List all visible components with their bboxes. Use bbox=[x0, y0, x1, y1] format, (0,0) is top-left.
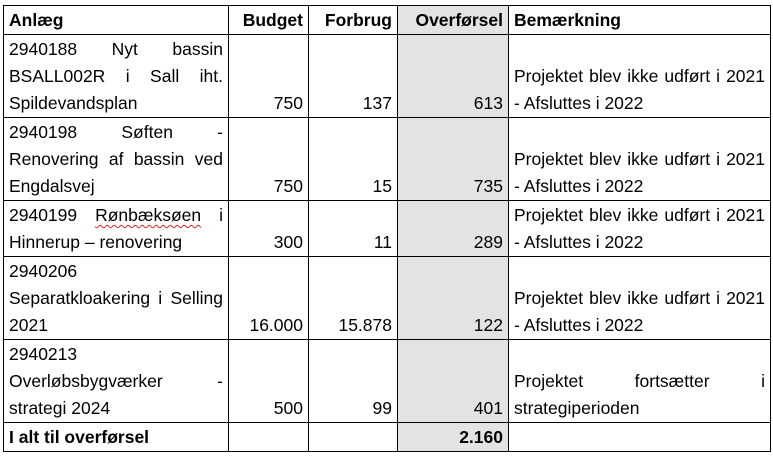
header-forbrug: Forbrug bbox=[308, 5, 398, 35]
cell-overfoersel: 401 bbox=[397, 339, 509, 423]
table-container: Anlæg Budget Forbrug Overførsel Bemærkni… bbox=[3, 5, 771, 452]
cell-overfoersel: 613 bbox=[397, 34, 509, 118]
cell-bemaerkning: Projektet blev ikke udført i 2021 - Afsl… bbox=[508, 200, 771, 257]
cell-overfoersel: 735 bbox=[397, 117, 509, 201]
total-overfoersel: 2.160 bbox=[397, 422, 509, 452]
total-budget-empty bbox=[228, 422, 309, 452]
header-overfoersel: Overførsel bbox=[397, 5, 509, 35]
cell-bemaerkning: Projektet blev ikke udført i 2021 - Afsl… bbox=[508, 256, 771, 340]
table-row: 2940188 Nyt bassin BSALL002R i Sall iht.… bbox=[3, 34, 771, 118]
cell-budget: 300 bbox=[228, 200, 309, 257]
cell-anlaeg: 2940198 Søften - Renovering af bassin ve… bbox=[3, 117, 229, 201]
cell-bemaerkning: Projektet fortsætter i strategiperioden bbox=[508, 339, 771, 423]
cell-forbrug: 11 bbox=[308, 200, 398, 257]
spellcheck-word: Rønbæksøen bbox=[95, 205, 202, 225]
cell-anlaeg: 2940199 Rønbæksøen i Hinnerup – renoveri… bbox=[3, 200, 229, 257]
cell-forbrug: 137 bbox=[308, 34, 398, 118]
header-row: Anlæg Budget Forbrug Overførsel Bemærkni… bbox=[3, 5, 771, 35]
cell-bemaerkning: Projektet blev ikke udført i 2021 - Afsl… bbox=[508, 34, 771, 118]
header-budget: Budget bbox=[228, 5, 309, 35]
anlaeg-rest: i Hinnerup – renovering bbox=[9, 205, 223, 252]
cell-forbrug: 99 bbox=[308, 339, 398, 423]
table-row: 2940198 Søften - Renovering af bassin ve… bbox=[3, 117, 771, 201]
cell-overfoersel: 289 bbox=[397, 200, 509, 257]
total-label: I alt til overførsel bbox=[3, 422, 229, 452]
cell-forbrug: 15 bbox=[308, 117, 398, 201]
cell-budget: 16.000 bbox=[228, 256, 309, 340]
total-row: I alt til overførsel 2.160 bbox=[3, 422, 771, 452]
total-forbrug-empty bbox=[308, 422, 398, 452]
overfoersel-table: Anlæg Budget Forbrug Overførsel Bemærkni… bbox=[3, 5, 771, 452]
table-row: 2940213 Overløbsbygværker - strategi 202… bbox=[3, 339, 771, 423]
anlaeg-code: 2940199 bbox=[9, 205, 78, 225]
cell-budget: 500 bbox=[228, 339, 309, 423]
header-anlaeg: Anlæg bbox=[3, 5, 229, 35]
cell-budget: 750 bbox=[228, 117, 309, 201]
table-row: 2940206 Separatkloakering i Selling 2021… bbox=[3, 256, 771, 340]
total-bemaerkning-empty bbox=[508, 422, 771, 452]
cell-budget: 750 bbox=[228, 34, 309, 118]
cell-anlaeg: 2940188 Nyt bassin BSALL002R i Sall iht.… bbox=[3, 34, 229, 118]
header-bemaerkning: Bemærkning bbox=[508, 5, 771, 35]
cell-forbrug: 15.878 bbox=[308, 256, 398, 340]
cell-anlaeg: 2940213 Overløbsbygværker - strategi 202… bbox=[3, 339, 229, 423]
table-row: 2940199 Rønbæksøen i Hinnerup – renoveri… bbox=[3, 200, 771, 257]
cell-overfoersel: 122 bbox=[397, 256, 509, 340]
cell-anlaeg: 2940206 Separatkloakering i Selling 2021 bbox=[3, 256, 229, 340]
cell-bemaerkning: Projektet blev ikke udført i 2021 - Afsl… bbox=[508, 117, 771, 201]
